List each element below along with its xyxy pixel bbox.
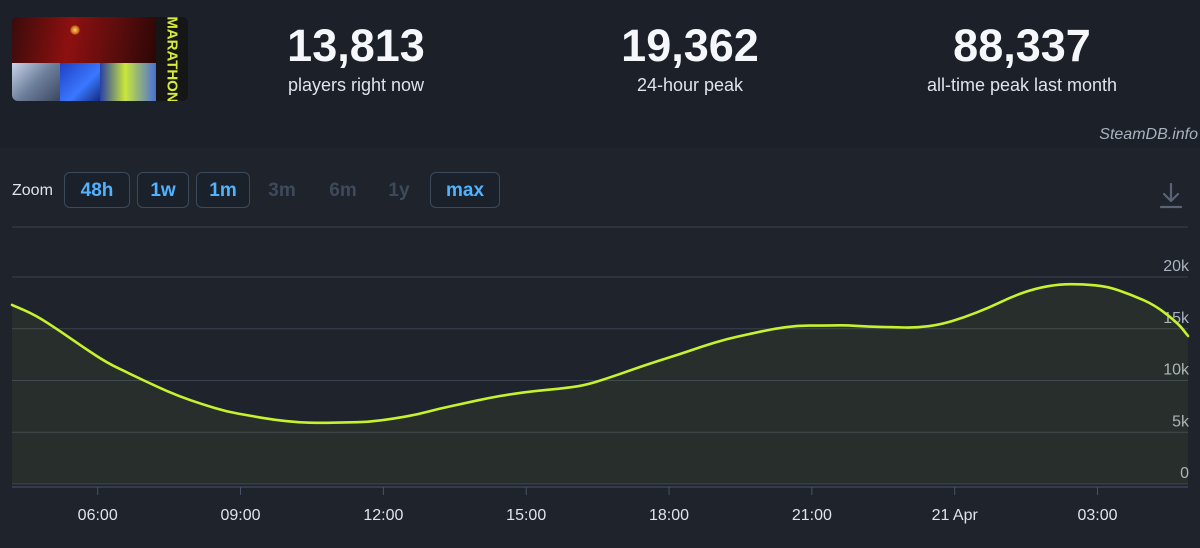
- stat-all-time-peak: 88,337 all-time peak last month: [892, 22, 1152, 96]
- game-capsule-image[interactable]: MARATHON: [12, 17, 188, 101]
- capsule-art-panel: [12, 63, 60, 101]
- series-line: [10, 282, 1190, 425]
- x-tick-label: 06:00: [78, 507, 118, 524]
- y-tick-label: 20k: [1163, 258, 1190, 275]
- stat-value: 19,362: [621, 20, 759, 71]
- source-credit[interactable]: SteamDB.info: [1099, 126, 1198, 143]
- x-tick-label: 15:00: [506, 507, 546, 524]
- y-tick-label: 15k: [1163, 310, 1190, 327]
- zoom-6m-button: 6m: [329, 180, 357, 201]
- zoom-1m-button[interactable]: 1m: [196, 172, 250, 208]
- capsule-art-panel: [100, 63, 156, 101]
- download-icon[interactable]: [1158, 182, 1184, 210]
- capsule-art-panel: [60, 63, 100, 101]
- stat-label: all-time peak last month: [926, 75, 1118, 95]
- x-tick-label: 03:00: [1078, 507, 1118, 524]
- chart-panel: [0, 148, 1200, 548]
- stats-header: MARATHON 13,813 players right now 19,362…: [0, 0, 1200, 120]
- zoom-3m-button: 3m: [268, 180, 296, 201]
- capsule-art-panel: [12, 17, 156, 63]
- stat-value: 88,337: [953, 20, 1091, 71]
- x-tick-label: 18:00: [649, 507, 689, 524]
- y-tick-label: 5k: [1172, 413, 1190, 430]
- zoom-1y-button: 1y: [388, 180, 410, 201]
- game-logo: MARATHON: [156, 17, 188, 101]
- series-area: [12, 284, 1188, 484]
- zoom-label: Zoom: [12, 182, 53, 199]
- stat-value: 13,813: [287, 20, 425, 71]
- stat-players-now: 13,813 players right now: [226, 22, 486, 96]
- zoom-1w-button[interactable]: 1w: [137, 172, 189, 208]
- stat-24h-peak: 19,362 24-hour peak: [560, 22, 820, 96]
- y-tick-label: 0: [1180, 465, 1189, 482]
- x-tick-label: 12:00: [363, 507, 403, 524]
- y-tick-label: 10k: [1163, 362, 1190, 379]
- stat-label: players right now: [287, 75, 425, 95]
- capsule-art-light: [70, 25, 80, 35]
- zoom-max-button[interactable]: max: [430, 172, 500, 208]
- x-tick-label: 21:00: [792, 507, 832, 524]
- x-tick-label: 21 Apr: [932, 507, 979, 524]
- stat-label: 24-hour peak: [636, 75, 744, 95]
- zoom-48h-button[interactable]: 48h: [64, 172, 130, 208]
- x-tick-label: 09:00: [221, 507, 261, 524]
